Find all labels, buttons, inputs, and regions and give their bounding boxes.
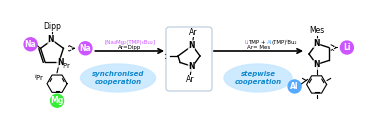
Text: Na: Na xyxy=(79,44,91,53)
Text: Ar= Mes: Ar= Mes xyxy=(247,45,270,50)
Text: Ar: Ar xyxy=(186,76,195,84)
Text: $^i$Pr: $^i$Pr xyxy=(34,73,45,84)
Text: Al: Al xyxy=(290,82,299,91)
Text: Na: Na xyxy=(25,40,36,49)
Text: N: N xyxy=(313,39,320,48)
Text: :: : xyxy=(332,43,335,53)
Text: (TMP)ⁱBu₂: (TMP)ⁱBu₂ xyxy=(271,39,297,45)
Text: Mes: Mes xyxy=(309,25,324,35)
Text: N: N xyxy=(313,61,320,69)
Text: Mg: Mg xyxy=(50,96,64,105)
Text: :: : xyxy=(67,43,70,53)
Text: synchronised
cooperation: synchronised cooperation xyxy=(92,71,144,85)
Text: Li: Li xyxy=(245,40,249,45)
Text: Ar: Ar xyxy=(189,28,198,36)
Ellipse shape xyxy=(81,64,155,92)
Text: $^i$Pr: $^i$Pr xyxy=(61,60,72,72)
Text: N: N xyxy=(48,35,54,44)
FancyBboxPatch shape xyxy=(166,27,212,91)
Circle shape xyxy=(341,41,353,54)
Text: :: : xyxy=(164,51,167,61)
Text: Li: Li xyxy=(343,43,351,52)
Text: N: N xyxy=(188,41,195,50)
Text: Ar=Dipp: Ar=Dipp xyxy=(118,45,141,50)
Text: N: N xyxy=(57,58,63,67)
Text: TMP +: TMP + xyxy=(248,40,268,45)
Text: Al: Al xyxy=(266,40,272,45)
Ellipse shape xyxy=(224,64,292,92)
Text: Dipp: Dipp xyxy=(43,22,61,31)
Circle shape xyxy=(288,80,301,93)
Circle shape xyxy=(79,42,92,55)
Circle shape xyxy=(24,38,37,51)
Text: [Na₄Mg₂(TMP)₆Bu₂]: [Na₄Mg₂(TMP)₆Bu₂] xyxy=(104,40,155,45)
Circle shape xyxy=(51,94,64,107)
Text: stepwise
cooperation: stepwise cooperation xyxy=(234,71,282,85)
Text: N: N xyxy=(188,62,195,71)
